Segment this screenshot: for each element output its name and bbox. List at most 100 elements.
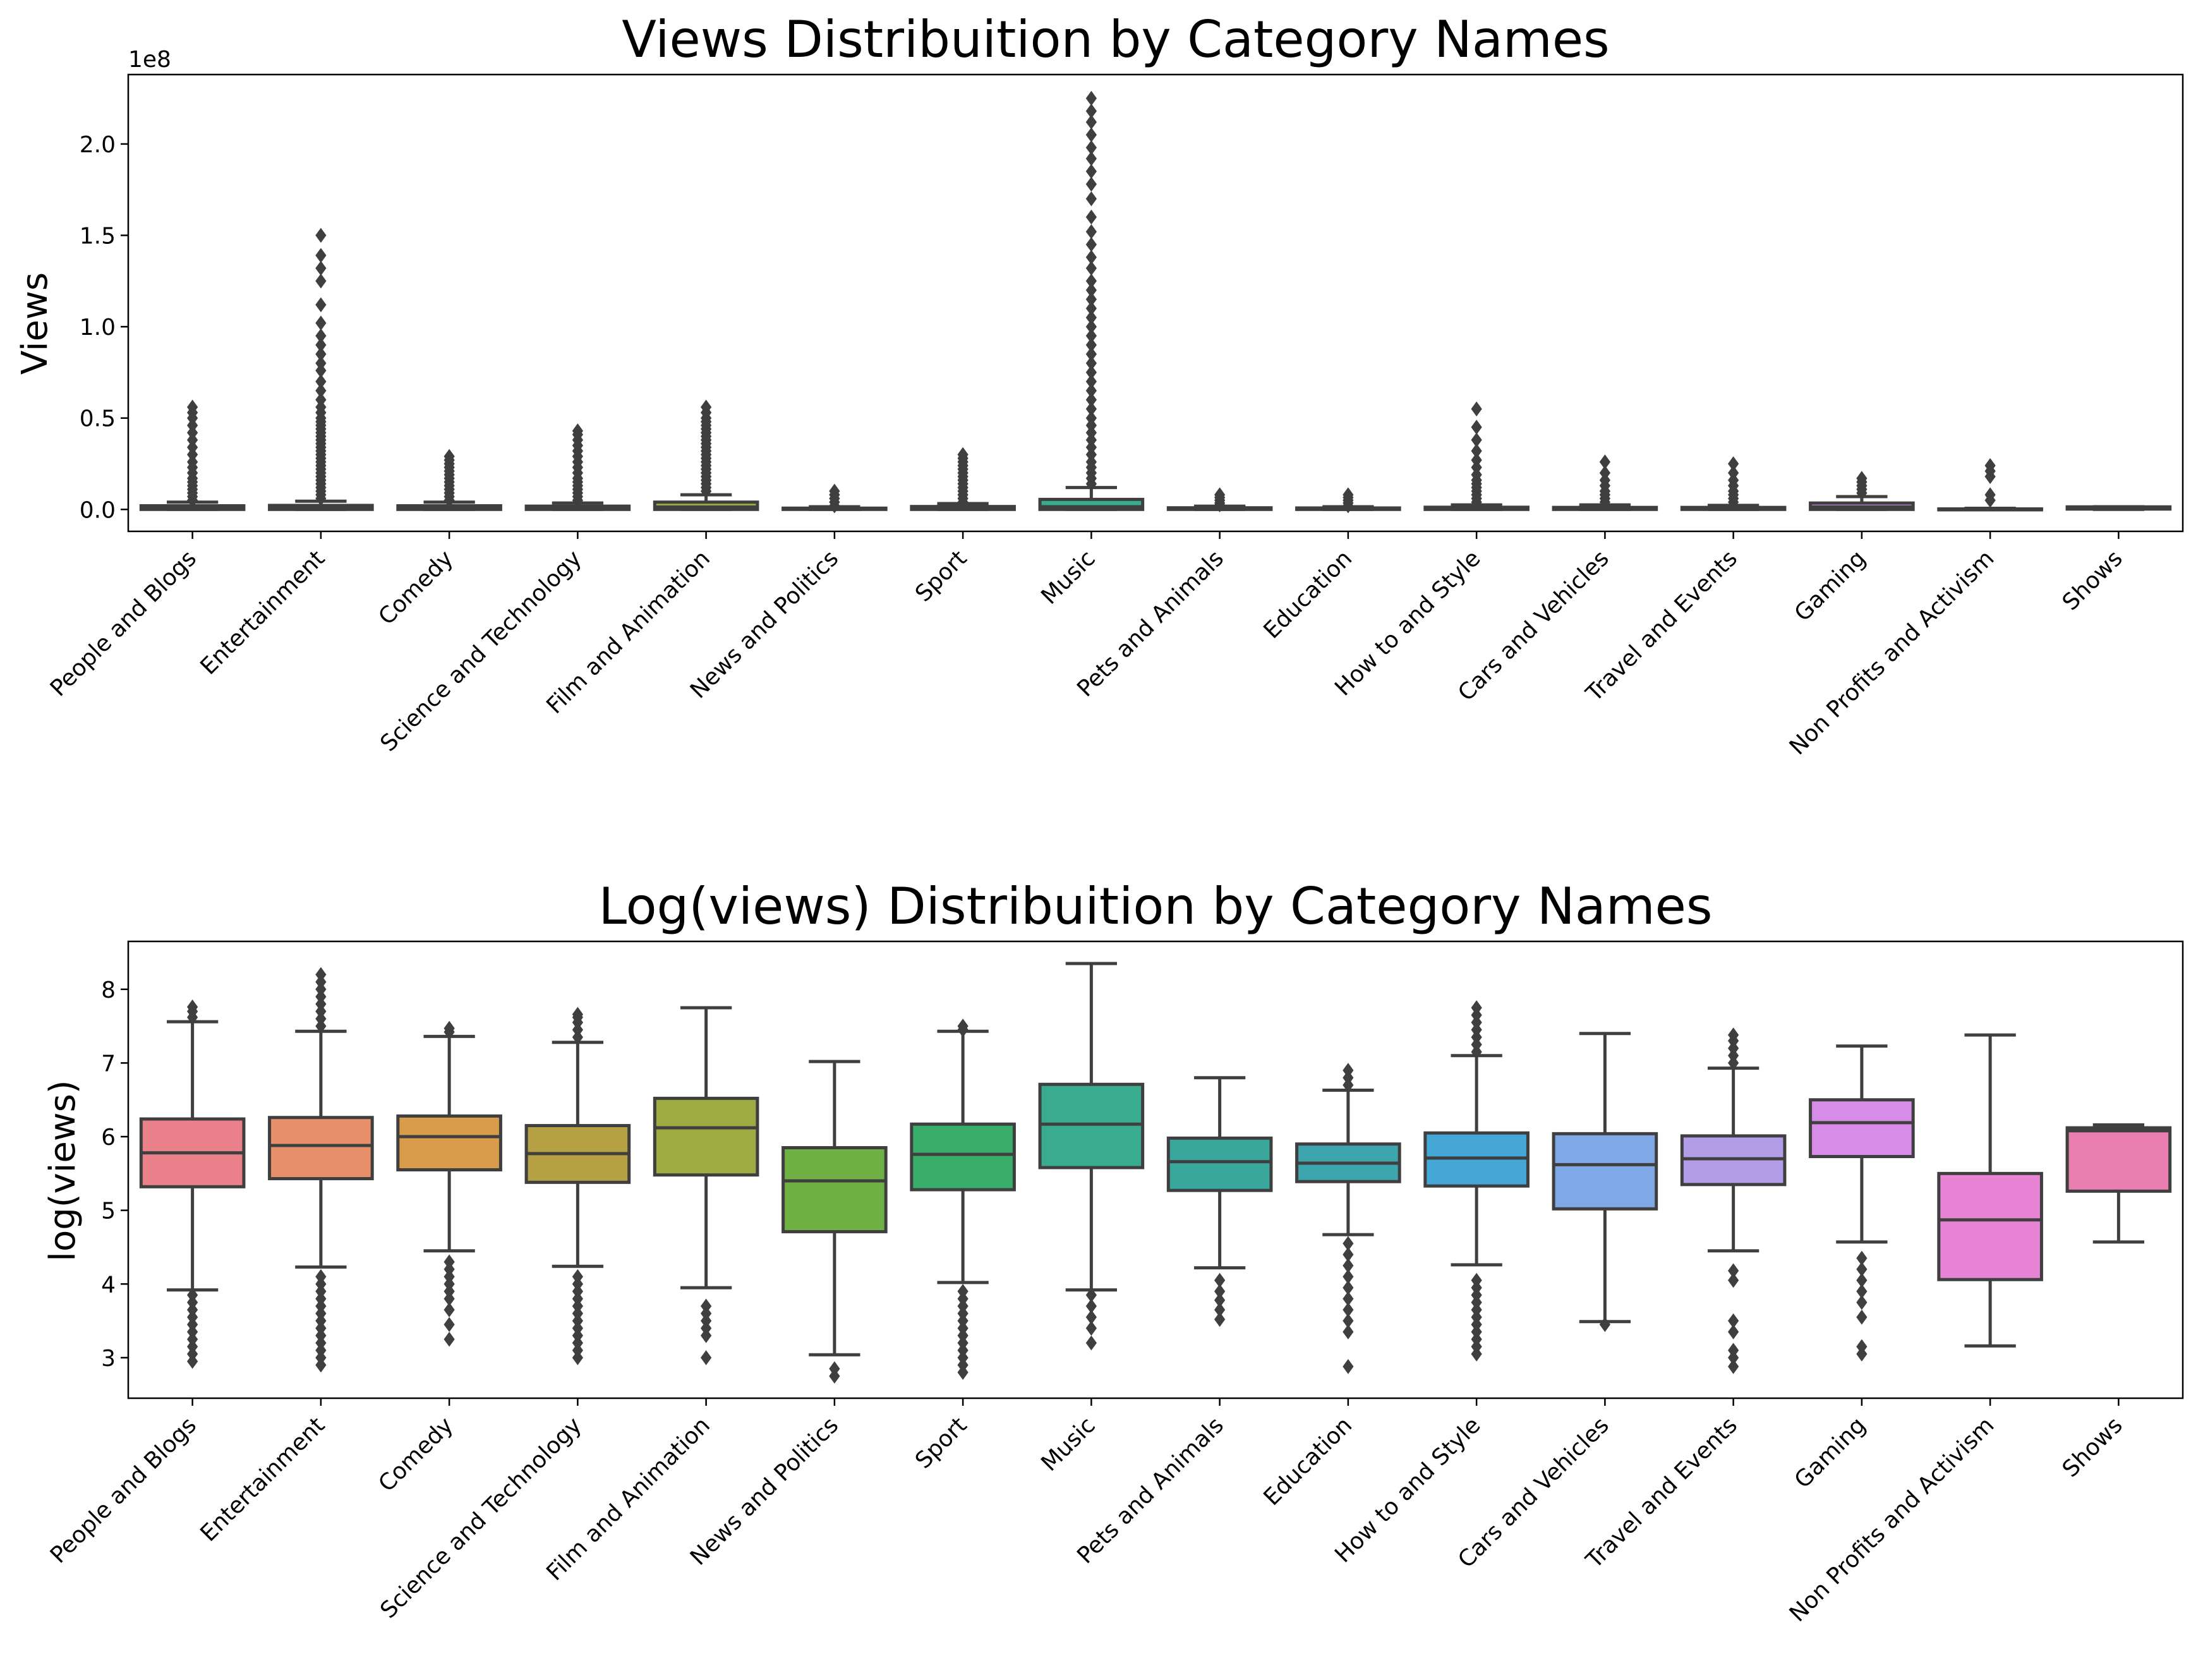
outlier-point-top <box>572 423 583 438</box>
outlier-point-bottom <box>444 1317 455 1333</box>
outlier-point-top <box>315 248 327 263</box>
outlier-point-bottom <box>1214 1293 1226 1308</box>
outlier-point-bottom <box>1728 1263 1739 1279</box>
outlier-point-top <box>315 227 327 243</box>
box-bottom <box>910 1122 1016 1192</box>
outlier-point-top <box>315 273 327 289</box>
outlier-point-bottom <box>1343 1302 1354 1317</box>
box-bottom <box>268 1116 374 1180</box>
outlier-point-top <box>1728 465 1739 481</box>
outlier-point-bottom <box>187 1287 198 1303</box>
outlier-point-bottom <box>572 1006 583 1022</box>
y-tick-label-bottom: 4 <box>101 1272 116 1298</box>
outlier-point-bottom <box>1343 1324 1354 1339</box>
outlier-point-bottom <box>1856 1339 1868 1355</box>
outlier-point-bottom <box>444 1254 455 1270</box>
outlier-point-top <box>1085 127 1097 143</box>
outlier-point-top <box>1085 328 1097 344</box>
y-tick-label-top: 1.0 <box>80 315 116 341</box>
outlier-point-bottom <box>1856 1272 1868 1288</box>
y-tick-label-top: 0.5 <box>80 406 116 432</box>
y-axis-label-top: Views <box>15 272 56 375</box>
axes-frame-bottom <box>127 940 2184 1399</box>
outlier-point-top <box>1085 356 1097 371</box>
outlier-point-top <box>701 399 712 415</box>
outlier-point-bottom <box>1214 1302 1226 1317</box>
outlier-point-top <box>829 483 840 499</box>
outlier-point-bottom <box>572 1269 583 1284</box>
outlier-point-top <box>315 328 327 344</box>
box-bottom <box>782 1146 888 1233</box>
box-bottom <box>1166 1136 1273 1192</box>
outlier-point-top <box>1085 383 1097 399</box>
outlier-point-top <box>1471 443 1482 459</box>
outlier-point-top <box>315 392 327 408</box>
outlier-point-bottom <box>1343 1280 1354 1295</box>
outlier-point-top <box>1856 471 1868 486</box>
outlier-point-bottom <box>1214 1272 1226 1288</box>
outlier-point-top <box>1984 458 1996 473</box>
outlier-point-bottom <box>1728 1027 1739 1042</box>
outlier-point-bottom <box>1728 1313 1739 1329</box>
outlier-point-bottom <box>829 1361 840 1377</box>
outlier-point-top <box>1085 250 1097 265</box>
outlier-point-bottom <box>1343 1313 1354 1329</box>
outlier-point-top <box>1085 319 1097 334</box>
outlier-point-top <box>1085 237 1097 252</box>
outlier-point-top <box>315 356 327 371</box>
outlier-point-top <box>1728 456 1739 471</box>
outlier-point-top <box>1085 301 1097 317</box>
outlier-point-bottom <box>1085 1298 1097 1314</box>
outlier-point-top <box>1085 401 1097 417</box>
y-tick-label-bottom: 3 <box>101 1346 116 1372</box>
outlier-point-bottom <box>315 1269 327 1284</box>
outlier-point-bottom <box>1214 1312 1226 1327</box>
outlier-point-bottom <box>1856 1309 1868 1325</box>
outlier-point-top <box>1085 374 1097 389</box>
outlier-point-top <box>315 260 327 276</box>
outlier-point-bottom <box>1728 1324 1739 1339</box>
outlier-point-top <box>1984 487 1996 503</box>
y-tick-label-top: 2.0 <box>80 132 116 158</box>
box-bottom <box>1937 1171 2043 1281</box>
outlier-point-top <box>1085 392 1097 408</box>
outlier-point-bottom <box>1214 1284 1226 1299</box>
outlier-point-bottom <box>1085 1287 1097 1303</box>
box-bottom <box>396 1114 502 1171</box>
outlier-point-top <box>1599 454 1610 469</box>
chart-title-bottom: Log(views) Distribuition by Category Nam… <box>598 877 1712 936</box>
outlier-point-top <box>957 447 969 462</box>
box-bottom <box>1552 1132 1658 1211</box>
outlier-point-top <box>1471 401 1482 417</box>
outlier-point-bottom <box>444 1331 455 1347</box>
outlier-point-bottom <box>701 1298 712 1314</box>
outlier-point-bottom <box>1085 1335 1097 1351</box>
outlier-point-top <box>1085 346 1097 362</box>
outlier-point-top <box>1085 209 1097 225</box>
outlier-point-bottom <box>444 1020 455 1036</box>
outlier-point-top <box>1085 90 1097 106</box>
outlier-point-bottom <box>444 1302 455 1317</box>
y-tick-label-bottom: 5 <box>101 1199 116 1224</box>
box-bottom <box>653 1096 759 1177</box>
outlier-point-bottom <box>957 1284 969 1299</box>
box-bottom <box>2065 1126 2172 1193</box>
outlier-point-top <box>1085 337 1097 353</box>
outlier-point-top <box>315 374 327 389</box>
outlier-point-bottom <box>1728 1343 1739 1358</box>
outlier-point-top <box>315 315 327 331</box>
outlier-point-bottom <box>1343 1291 1354 1307</box>
outlier-point-bottom <box>1343 1269 1354 1284</box>
outlier-point-bottom <box>1856 1295 1868 1310</box>
y-tick-label-top: 0.0 <box>80 497 116 523</box>
outlier-point-top <box>1471 432 1482 448</box>
outlier-point-bottom <box>1343 1236 1354 1251</box>
axes-frame-top <box>127 73 2184 533</box>
y-tick-label-bottom: 8 <box>101 977 116 1003</box>
outlier-point-bottom <box>187 999 198 1015</box>
outlier-point-top <box>315 297 327 313</box>
outlier-point-bottom <box>1085 1309 1097 1325</box>
outlier-point-top <box>1085 410 1097 426</box>
